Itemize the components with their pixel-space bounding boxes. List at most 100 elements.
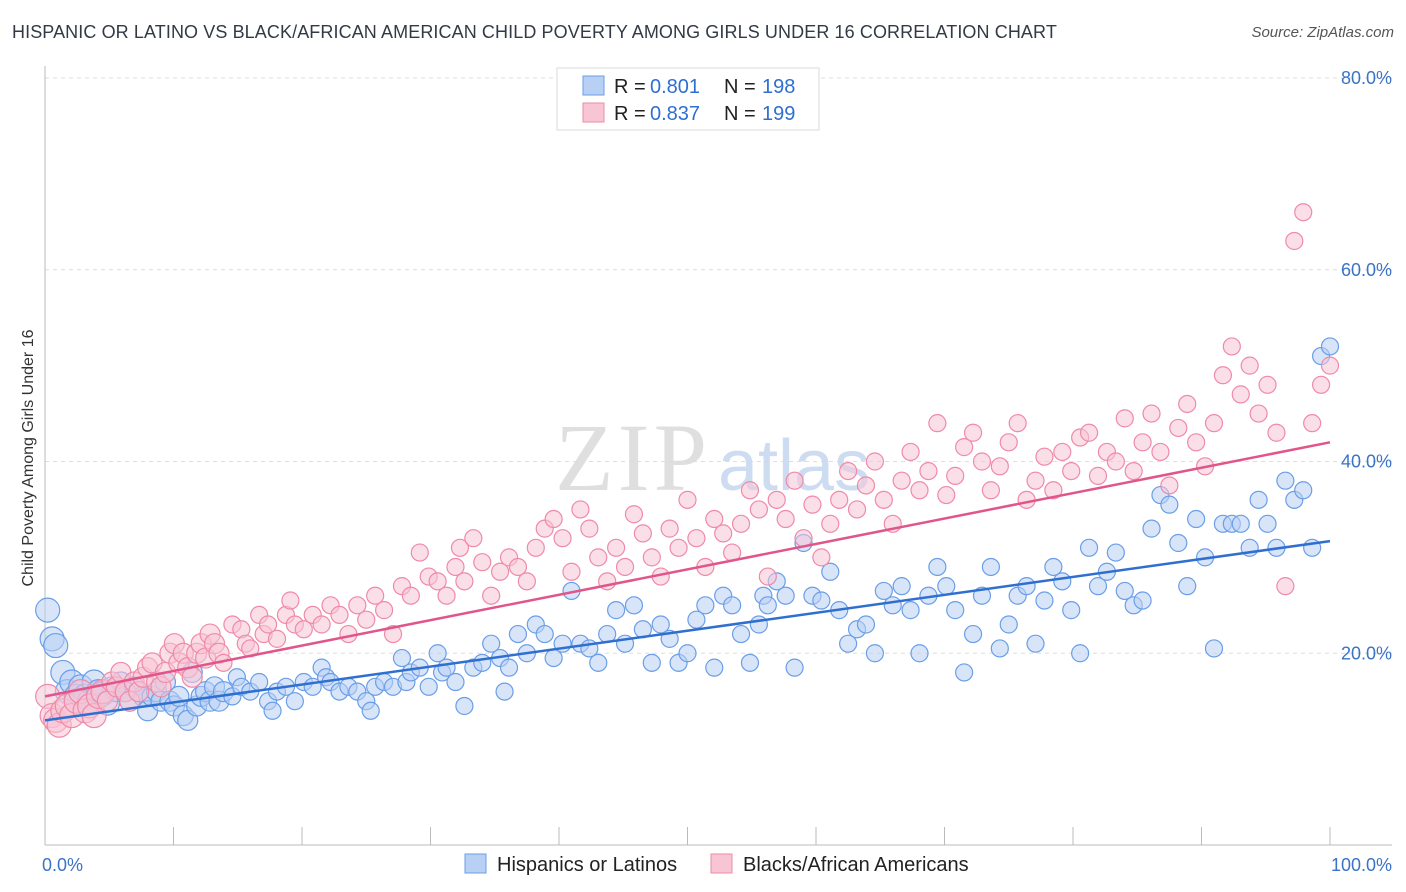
black-point <box>455 572 474 591</box>
black-point <box>633 524 652 543</box>
trend-lines <box>44 441 1331 722</box>
chart-title: HISPANIC OR LATINO VS BLACK/AFRICAN AMER… <box>12 22 1057 42</box>
black-point <box>928 414 947 433</box>
hispanic-point <box>455 696 474 716</box>
black-point <box>437 586 456 605</box>
legend-swatch-black <box>582 102 605 123</box>
black-point <box>401 586 420 605</box>
black-point <box>1017 490 1036 509</box>
hispanic-point <box>361 701 380 720</box>
hispanic-point <box>1231 514 1250 533</box>
hispanic-point <box>776 586 795 605</box>
hispanic-point <box>874 581 893 601</box>
y-tick-label: 80.0% <box>1341 68 1392 88</box>
hispanic-point <box>687 610 706 629</box>
hispanic-point <box>865 644 884 663</box>
grid-lines <box>45 77 1392 654</box>
hispanic-point <box>705 658 724 677</box>
black-point <box>482 586 501 605</box>
hispanic-point <box>999 615 1018 634</box>
hispanic-point <box>990 639 1009 658</box>
black-point <box>785 471 804 490</box>
black-point <box>281 591 300 610</box>
black-point <box>1133 433 1152 452</box>
hispanic-point <box>839 634 858 653</box>
black-point <box>937 485 956 505</box>
black-point <box>1160 476 1179 495</box>
hispanic-point <box>607 601 626 620</box>
black-point <box>1169 418 1188 438</box>
hispanic-point <box>1320 337 1340 356</box>
black-point <box>366 586 385 605</box>
y-axis-label: Child Poverty Among Girls Under 16 <box>20 329 37 586</box>
black-point <box>1115 409 1134 428</box>
black-point <box>624 505 644 524</box>
hispanic-point <box>1249 490 1268 509</box>
hispanic-point <box>1106 543 1125 562</box>
hispanic-trend-line <box>44 539 1331 722</box>
legend-r-value: 0.837 <box>650 103 700 125</box>
hispanic-point <box>1071 644 1090 663</box>
black-point <box>803 495 822 514</box>
hispanic-point <box>856 615 876 634</box>
hispanic-point <box>482 634 501 653</box>
hispanic-point <box>263 701 282 720</box>
bottom-legend-swatch-hispanic <box>464 853 487 874</box>
black-point <box>830 490 849 509</box>
black-point <box>910 481 929 500</box>
black-point <box>678 490 697 509</box>
bottom-legend: Hispanics or Latinos Blacks/African Amer… <box>464 853 969 876</box>
hispanic-point <box>1062 601 1081 620</box>
black-point <box>1258 375 1277 394</box>
black-point <box>642 548 661 567</box>
hispanic-point <box>731 624 751 644</box>
black-point <box>1106 452 1125 471</box>
black-point <box>919 461 938 481</box>
x-tick-label: 0.0% <box>42 855 83 875</box>
hispanic-point <box>892 577 911 596</box>
hispanic-point <box>749 615 768 634</box>
hispanic-point <box>928 557 947 577</box>
black-point <box>258 615 278 634</box>
black-point <box>839 461 858 481</box>
hispanic-point <box>1187 509 1206 529</box>
black-point <box>865 452 884 471</box>
legend-n-value: 199 <box>762 103 795 125</box>
hispanic-point <box>499 658 519 677</box>
black-point <box>1178 394 1197 414</box>
hispanic-point <box>883 596 902 615</box>
hispanic-point <box>1276 471 1295 490</box>
black-point <box>1222 337 1241 356</box>
hispanic-point <box>495 682 514 701</box>
x-tick-label: 100.0% <box>1331 855 1392 875</box>
black-point <box>607 538 626 557</box>
hispanic-point <box>473 653 492 672</box>
hispanic-point <box>285 692 304 711</box>
legend: R = 0.801 N = 198 R = 0.837 N = 199 <box>556 67 820 131</box>
black-point <box>1187 433 1206 452</box>
black-point <box>1294 203 1313 222</box>
y-tick-labels: 20.0% 40.0% 60.0% 80.0% <box>1341 68 1392 663</box>
black-point <box>892 471 911 490</box>
y-tick-label: 20.0% <box>1341 643 1392 663</box>
legend-n-value: 198 <box>762 76 795 98</box>
black-point <box>901 442 920 462</box>
black-point <box>1240 356 1259 375</box>
black-point <box>767 490 786 509</box>
hispanic-point <box>624 596 644 615</box>
hispanic-point <box>812 591 831 610</box>
black-point <box>1079 423 1099 442</box>
hispanic-point <box>1017 577 1036 596</box>
black-point <box>740 481 760 500</box>
hispanic-point <box>910 644 929 663</box>
legend-n-label: N = <box>724 76 756 98</box>
black-point <box>1213 366 1233 385</box>
chart-source: Source: ZipAtlas.com <box>1251 24 1394 41</box>
black-point <box>589 548 608 567</box>
series-hispanic-points <box>35 337 1340 731</box>
black-point <box>1088 466 1108 485</box>
hispanic-point <box>1160 495 1179 514</box>
black-point <box>1151 442 1170 462</box>
black-point <box>1035 447 1054 466</box>
